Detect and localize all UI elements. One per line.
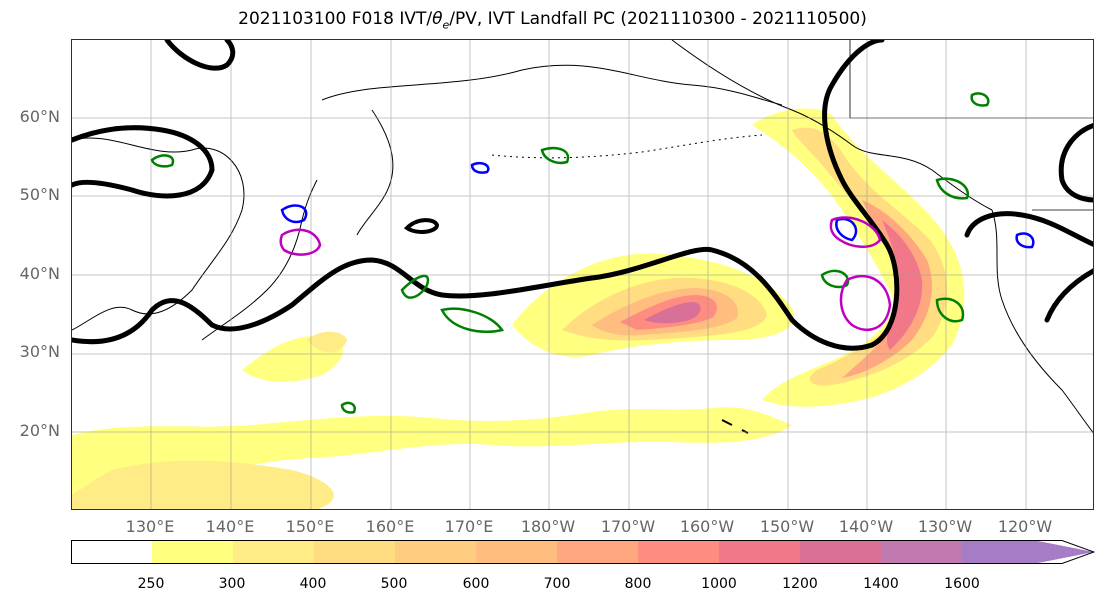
pv-pos-9	[970, 92, 990, 107]
lat-label-20n: 20°N	[19, 421, 60, 440]
lon-label-160e: 160°E	[365, 517, 415, 536]
colorbar-tick-1600: 1600	[944, 576, 980, 592]
lat-label-50n: 50°N	[19, 185, 60, 204]
colorbar-svg	[71, 540, 1096, 564]
colorbar-tick-800: 800	[624, 576, 652, 592]
colorbar	[71, 540, 1096, 564]
lon-label-130e: 130°E	[125, 517, 175, 536]
colorbar-outline	[71, 540, 1096, 564]
pv-neg-2	[835, 217, 858, 242]
lon-label-170e: 170°E	[444, 517, 494, 536]
map-canvas	[72, 40, 1093, 509]
lon-label-170w: 170°W	[600, 517, 656, 536]
theta-e-top-left	[164, 40, 236, 71]
landfall-1	[279, 228, 322, 256]
pv-contours	[150, 92, 1035, 414]
pv-pos-6	[540, 146, 570, 165]
colorbar-segment	[395, 541, 476, 563]
colorbar-segment	[71, 541, 152, 563]
pv-neg-4	[470, 161, 490, 174]
theta-e-contours	[72, 40, 1093, 351]
theta-e-ring	[403, 218, 440, 234]
lon-label-120w: 120°W	[997, 517, 1053, 536]
map-panel	[71, 39, 1094, 510]
ivt-shading	[72, 108, 965, 509]
coast-japan	[201, 179, 318, 341]
theta-e-west	[72, 125, 215, 199]
colorbar-tick-1400: 1400	[863, 576, 899, 592]
coast-kamchatka	[356, 109, 394, 236]
colorbar-segment	[638, 541, 719, 563]
colorbar-tick-250: 250	[137, 576, 165, 592]
pv-pos-7	[340, 401, 356, 414]
pv-neg-3	[1015, 232, 1035, 249]
aleutians	[491, 134, 763, 159]
colorbar-segment	[152, 541, 233, 563]
lat-label-60n: 60°N	[19, 107, 60, 126]
colorbar-segment	[962, 541, 1094, 563]
colorbar-tick-300: 300	[218, 576, 246, 592]
colorbar-segment	[881, 541, 962, 563]
colorbar-segment	[476, 541, 557, 563]
pv-pos-8	[150, 154, 175, 168]
lon-label-150e: 150°E	[285, 517, 335, 536]
colorbar-segment	[800, 541, 881, 563]
coast-alaska	[671, 40, 993, 211]
landfall-contours	[279, 216, 892, 331]
plot-title: 2021103100 F018 IVT/θe/PV, IVT Landfall …	[238, 9, 867, 32]
colorbar-tick-700: 700	[543, 576, 571, 592]
lat-label-40n: 40°N	[19, 264, 60, 283]
pv-pos-2	[440, 307, 505, 334]
colorbar-tick-400: 400	[299, 576, 327, 592]
pv-pos-3	[820, 269, 850, 289]
colorbar-segment	[233, 541, 314, 563]
colorbar-segment	[557, 541, 638, 563]
border-alaska	[849, 40, 1093, 119]
landfall-3	[839, 274, 892, 331]
colorbar-tick-1000: 1000	[701, 576, 737, 592]
lon-label-140w: 140°W	[838, 517, 894, 536]
coast-asia	[72, 137, 245, 331]
lon-label-130w: 130°W	[917, 517, 973, 536]
theta-e-main	[72, 40, 900, 351]
ivt-ar-east-3	[842, 200, 932, 378]
pv-neg-1	[280, 204, 308, 224]
landfall-2	[829, 216, 882, 248]
colorbar-tick-1200: 1200	[782, 576, 818, 592]
lon-label-140e: 140°E	[205, 517, 255, 536]
pv-pos-4	[935, 297, 965, 323]
theta-e-east	[964, 211, 1093, 247]
lat-label-30n: 30°N	[19, 342, 60, 361]
pv-pos-5	[935, 177, 969, 200]
lon-label-150w: 150°W	[759, 517, 815, 536]
colorbar-tick-500: 500	[380, 576, 408, 592]
coast-siberia	[321, 64, 783, 106]
colorbar-tick-600: 600	[462, 576, 490, 592]
theta-e-east-bottom	[1044, 268, 1093, 323]
ivt-patch-west2	[307, 331, 347, 353]
ivt-ar-east-4	[882, 220, 923, 350]
colorbar-segment	[314, 541, 395, 563]
pv-pos-1	[400, 274, 430, 299]
graticule	[72, 40, 1093, 509]
lon-label-180w: 180°W	[520, 517, 576, 536]
colorbar-segment	[719, 541, 800, 563]
lon-label-160w: 160°W	[679, 517, 735, 536]
theta-e-east-right	[1058, 123, 1093, 203]
ivt-band-south	[72, 407, 792, 509]
ivt-band-south-inner	[72, 460, 334, 509]
coast-na-west	[991, 209, 1093, 434]
ivt-plume-central-5	[644, 302, 701, 324]
